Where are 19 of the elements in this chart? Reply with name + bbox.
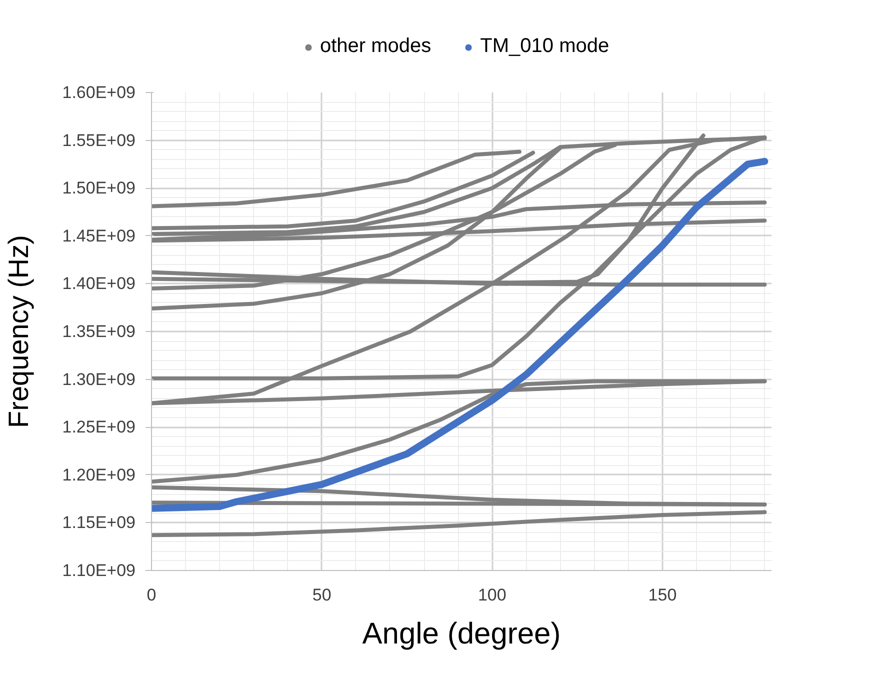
x-tick-label: 100 <box>478 586 506 604</box>
y-tick-label: 1.15E+09 <box>62 513 136 532</box>
legend-label: other modes <box>320 35 432 58</box>
y-tick-label: 1.55E+09 <box>62 130 136 150</box>
y-tick-label: 1.35E+09 <box>62 322 136 341</box>
y-tick-label: 1.40E+09 <box>62 274 136 294</box>
y-axis-title: Frequency (Hz) <box>3 235 34 428</box>
x-tick-label: 0 <box>146 586 156 604</box>
y-tick-label: 1.60E+09 <box>62 83 136 102</box>
y-tick-label: 1.30E+09 <box>62 370 136 389</box>
x-axis-title: Angle (degree) <box>362 618 561 650</box>
y-tick-label: 1.50E+09 <box>62 178 136 198</box>
y-tick-label: 1.45E+09 <box>62 226 136 246</box>
legend-label: TM_010 mode <box>480 35 610 58</box>
x-tick-label: 50 <box>312 586 332 604</box>
x-tick-label: 150 <box>648 586 677 604</box>
y-tick-label: 1.20E+09 <box>62 465 136 484</box>
y-tick-label: 1.25E+09 <box>62 418 136 437</box>
y-tick-label: 1.10E+09 <box>62 561 136 580</box>
